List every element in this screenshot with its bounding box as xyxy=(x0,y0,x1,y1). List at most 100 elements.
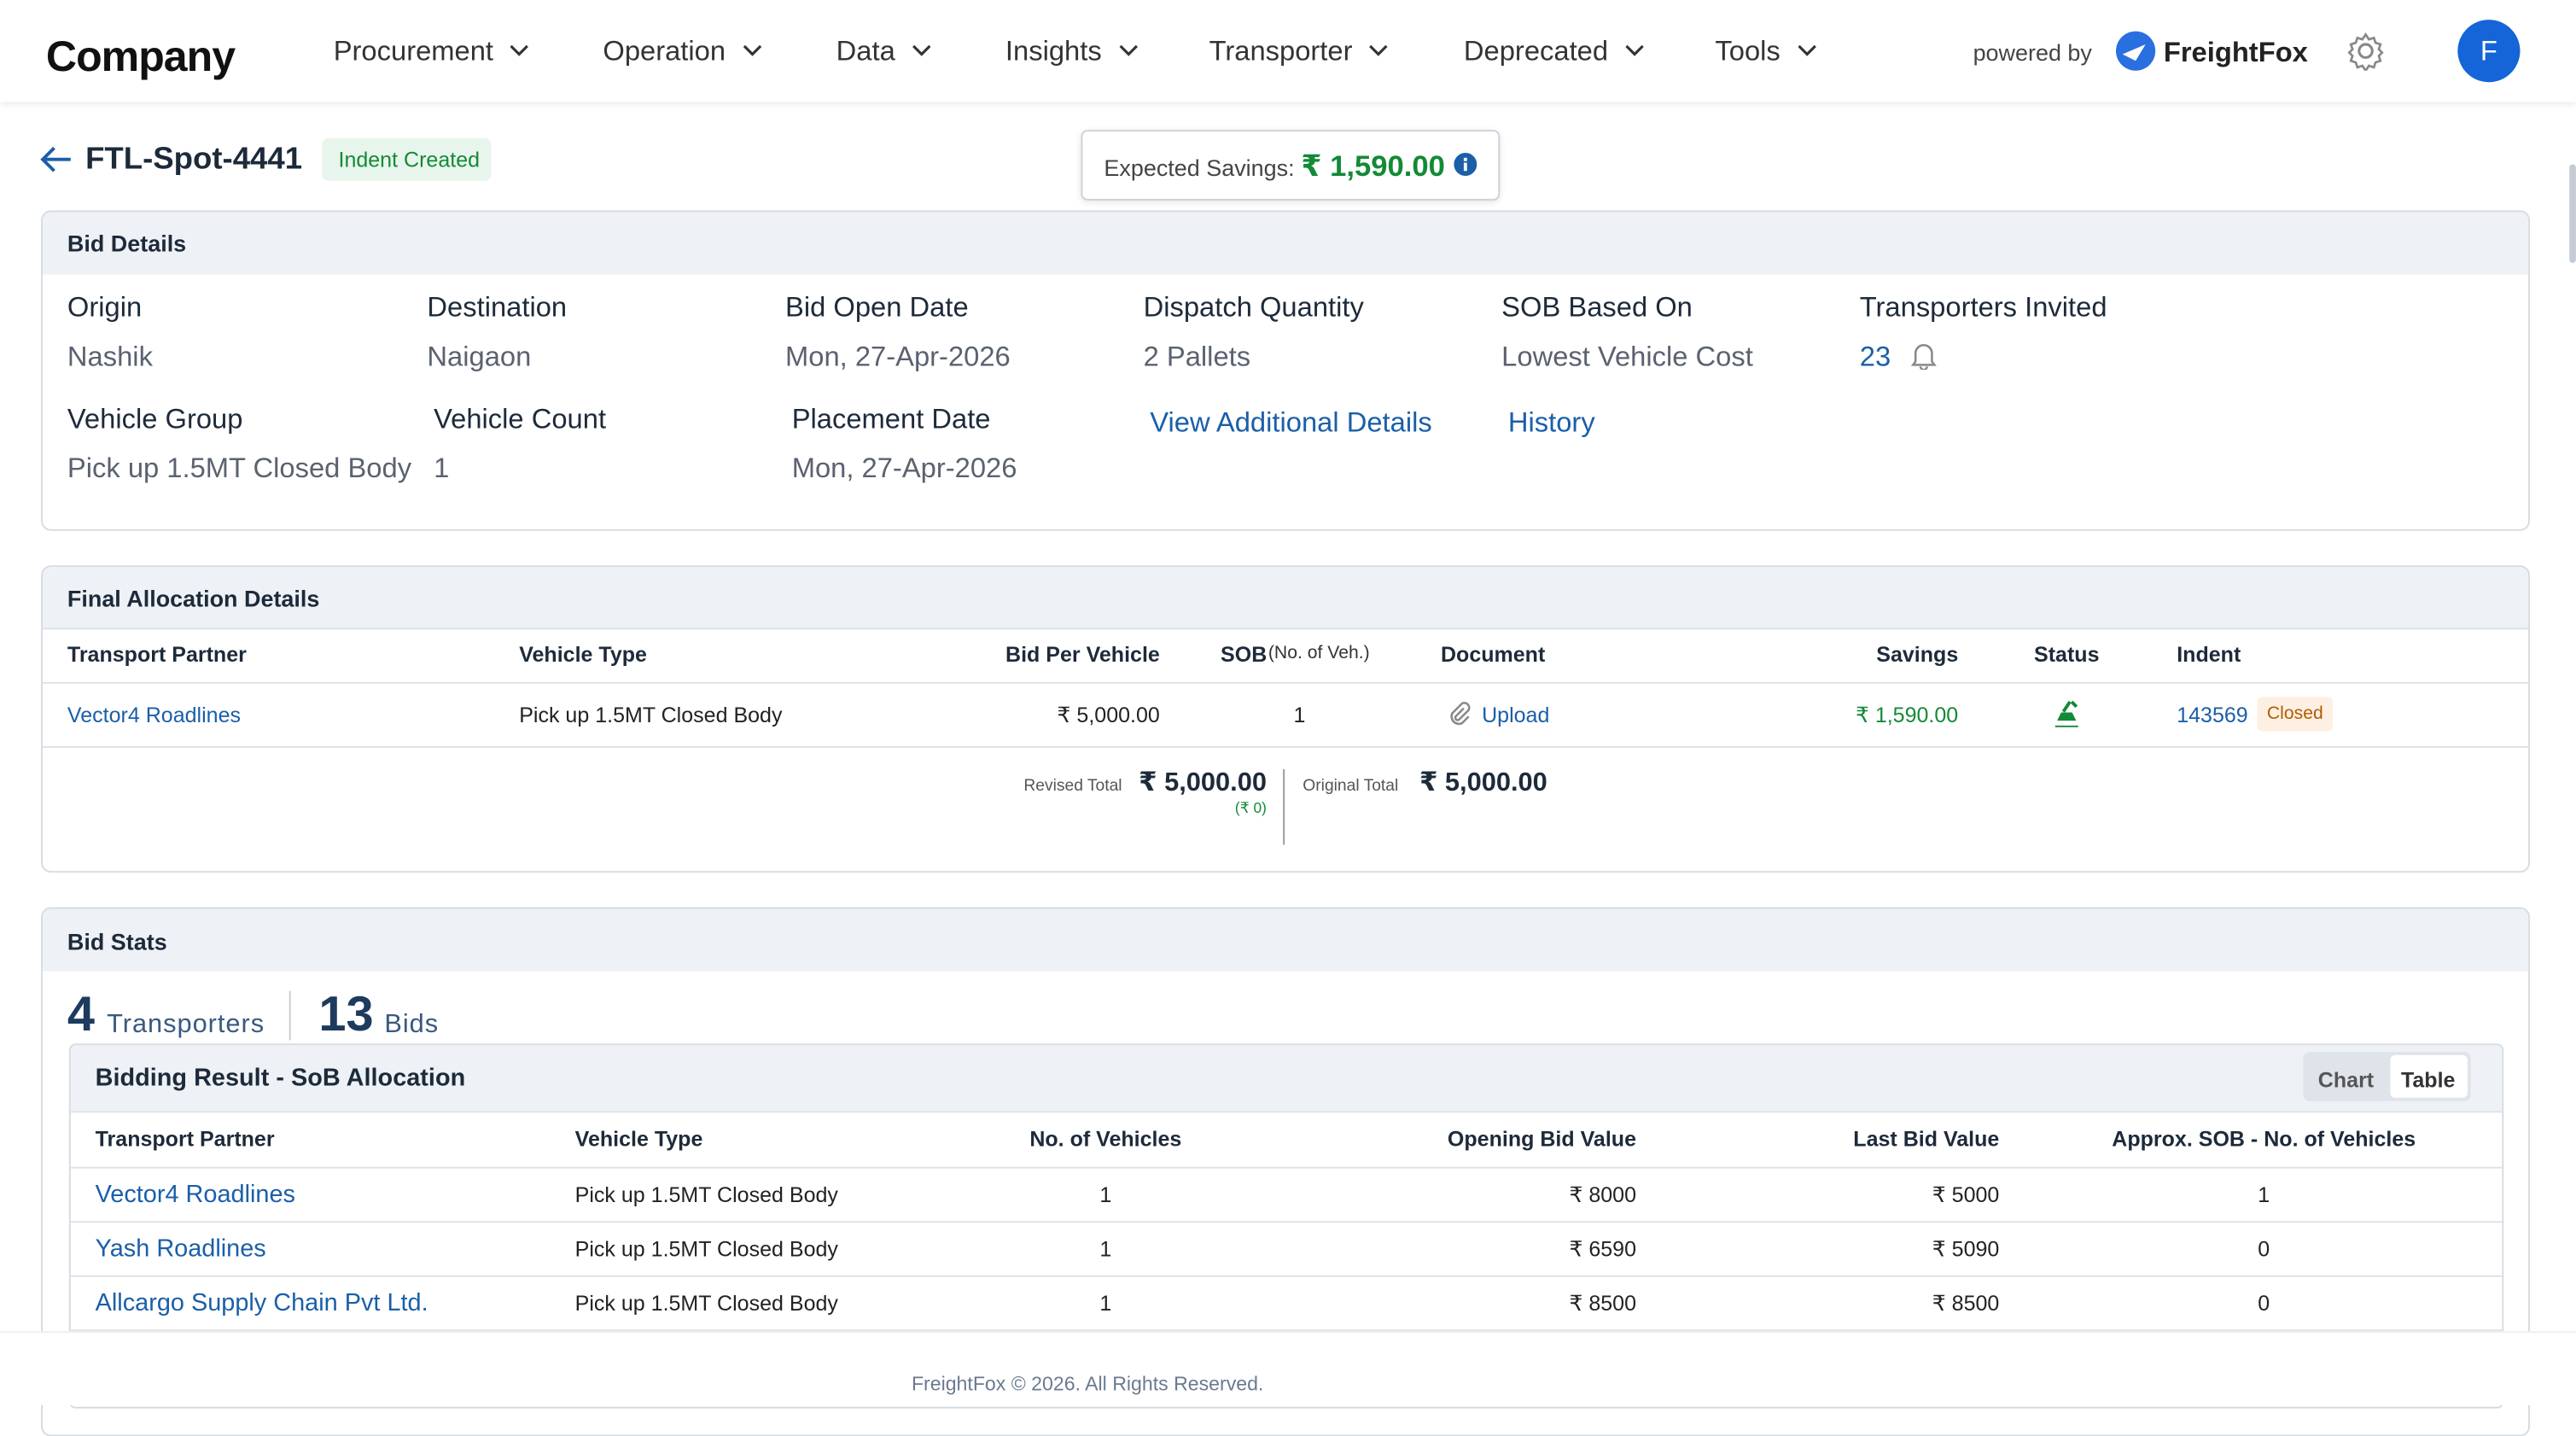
field-label: Dispatch Quantity xyxy=(1143,291,1364,324)
table-cell: 1 xyxy=(1293,702,1306,727)
chevron xyxy=(1118,44,1138,56)
logo: Company xyxy=(45,31,236,81)
table-cell: 0 xyxy=(2258,1291,2270,1316)
settings-icon[interactable] xyxy=(2346,32,2385,71)
link[interactable]: History xyxy=(1507,406,1595,439)
stat-label: Bids xyxy=(384,1010,440,1039)
table-cell: Pick up 1.5MT Closed Body xyxy=(574,1291,838,1316)
nav-menu-item[interactable]: Procurement xyxy=(333,35,494,67)
column-header: SOB xyxy=(1221,641,1268,667)
field-value: Lowest Vehicle Cost xyxy=(1501,341,1753,373)
divider xyxy=(1283,768,1285,845)
column-header: Bid Per Vehicle xyxy=(1005,641,1160,667)
app: Company Procurement Operation Data Insights T… xyxy=(0,20,2576,1436)
table-cell: ₹ 8000 xyxy=(1569,1182,1637,1207)
field-label: Vehicle Count xyxy=(434,403,607,435)
total-value: ₹ 5,000.00 xyxy=(1419,768,1547,797)
brand-name: FreightFox xyxy=(2163,37,2308,68)
brand-logo xyxy=(2116,31,2156,71)
field-value: Mon, 27-Apr-2026 xyxy=(785,341,1011,373)
column-header: Transport Partner xyxy=(95,1126,275,1152)
column-header: Vehicle Type xyxy=(574,1126,703,1152)
status-badge xyxy=(322,137,492,181)
table-cell: Pick up 1.5MT Closed Body xyxy=(519,702,783,727)
chevron xyxy=(1797,44,1816,56)
avatar[interactable] xyxy=(2457,20,2521,83)
nav-menu-item[interactable]: Insights xyxy=(1005,35,1102,67)
closed-badge xyxy=(2257,697,2334,732)
chevron xyxy=(1625,44,1644,56)
scrollbar xyxy=(2569,164,2576,263)
link[interactable]: View Additional Details xyxy=(1150,406,1432,439)
clip-icon xyxy=(1450,702,1471,726)
nav-menu-item[interactable]: Transporter xyxy=(1209,35,1353,67)
page: {"nav":{"logo":"Company","menu":["Procur… xyxy=(0,20,2576,1436)
table-cell: 1 xyxy=(1099,1182,1112,1207)
field-label: Transporters Invited xyxy=(1859,291,2107,324)
field-value: Naigaon xyxy=(427,341,532,373)
chevron xyxy=(510,44,529,56)
toggle-active xyxy=(2390,1054,2468,1098)
bid-details-card xyxy=(41,210,2531,531)
chevron xyxy=(743,44,761,56)
avatar-initial[interactable]: F xyxy=(2480,35,2497,67)
field-label: Bid Open Date xyxy=(785,291,969,324)
table-cell[interactable]: Yash Roadlines xyxy=(95,1235,266,1264)
card-title: Bid Details xyxy=(67,230,187,257)
final-allocation-card xyxy=(41,565,2531,873)
nav-menu-item[interactable]: Operation xyxy=(603,35,726,67)
bell-icon[interactable] xyxy=(1910,340,1937,371)
column-header: Savings xyxy=(1876,641,1959,667)
table-cell: ₹ 5090 xyxy=(1932,1236,2000,1262)
card-title: Bid Stats xyxy=(67,928,167,955)
column-header: No. of Vehicles xyxy=(1029,1126,1182,1152)
table-cell[interactable]: Allcargo Supply Chain Pvt Ltd. xyxy=(95,1289,428,1317)
table-cell[interactable]: Vector4 Roadlines xyxy=(95,1181,295,1209)
table-cell: 1 xyxy=(2258,1182,2270,1207)
nav-menu-item[interactable]: Tools xyxy=(1715,35,1780,67)
stat-count: 4 xyxy=(67,987,96,1042)
total-label: Original Total xyxy=(1303,777,1399,796)
table-cell[interactable]: Vector4 Roadlines xyxy=(67,702,241,727)
nav-menu-item[interactable]: Data xyxy=(836,35,895,67)
field-value[interactable]: 23 xyxy=(1859,341,1891,373)
toggle-option[interactable]: Chart xyxy=(2317,1067,2375,1093)
field-value: Nashik xyxy=(67,341,153,373)
column-header: Last Bid Value xyxy=(1853,1126,2000,1152)
indent-status: Closed xyxy=(2266,703,2323,724)
page-title: FTL-Spot-4441 xyxy=(85,142,303,177)
table-cell: ₹ 6590 xyxy=(1569,1236,1637,1262)
field-label: Placement Date xyxy=(791,403,991,435)
column-note: (No. of Veh.) xyxy=(1268,643,1370,663)
table-cell: ₹ 5000 xyxy=(1932,1182,2000,1207)
nav-menu-item[interactable]: Deprecated xyxy=(1463,35,1609,67)
footer xyxy=(0,1331,2576,1405)
stat-label: Transporters xyxy=(107,1010,265,1039)
table-cell: Pick up 1.5MT Closed Body xyxy=(574,1182,838,1207)
card-title: Bidding Result - SoB Allocation xyxy=(95,1064,466,1093)
column-header: Vehicle Type xyxy=(519,641,647,667)
table-cell[interactable]: 143569 xyxy=(2177,702,2248,727)
table-cell: ₹ 8500 xyxy=(1932,1291,2000,1316)
column-header: Opening Bid Value xyxy=(1447,1126,1637,1152)
toggle-option[interactable]: Table xyxy=(2400,1067,2456,1093)
column-header: Status xyxy=(2034,641,2100,667)
table-cell: 1 xyxy=(1099,1291,1112,1316)
field-label: Destination xyxy=(427,291,568,324)
table-cell[interactable]: Upload xyxy=(1482,702,1550,727)
table-cell: ₹ 1,590.00 xyxy=(1855,702,1959,727)
stat-count: 13 xyxy=(318,987,374,1042)
back-arrow[interactable] xyxy=(39,144,72,174)
field-label: Vehicle Group xyxy=(67,403,243,435)
chevron xyxy=(912,44,931,56)
field-label: SOB Based On xyxy=(1501,291,1693,324)
column-header: Transport Partner xyxy=(67,641,247,667)
column-header: Approx. SOB - No. of Vehicles xyxy=(2112,1126,2416,1152)
powered-by: powered by xyxy=(1973,39,2092,66)
field-value: 1 xyxy=(434,452,450,484)
field-value: Mon, 27-Apr-2026 xyxy=(791,452,1017,484)
column-header: Document xyxy=(1440,641,1546,667)
table-cell: Pick up 1.5MT Closed Body xyxy=(574,1236,838,1262)
total-label: Revised Total xyxy=(1023,777,1122,796)
total-value: ₹ 5,000.00 xyxy=(1139,768,1267,797)
